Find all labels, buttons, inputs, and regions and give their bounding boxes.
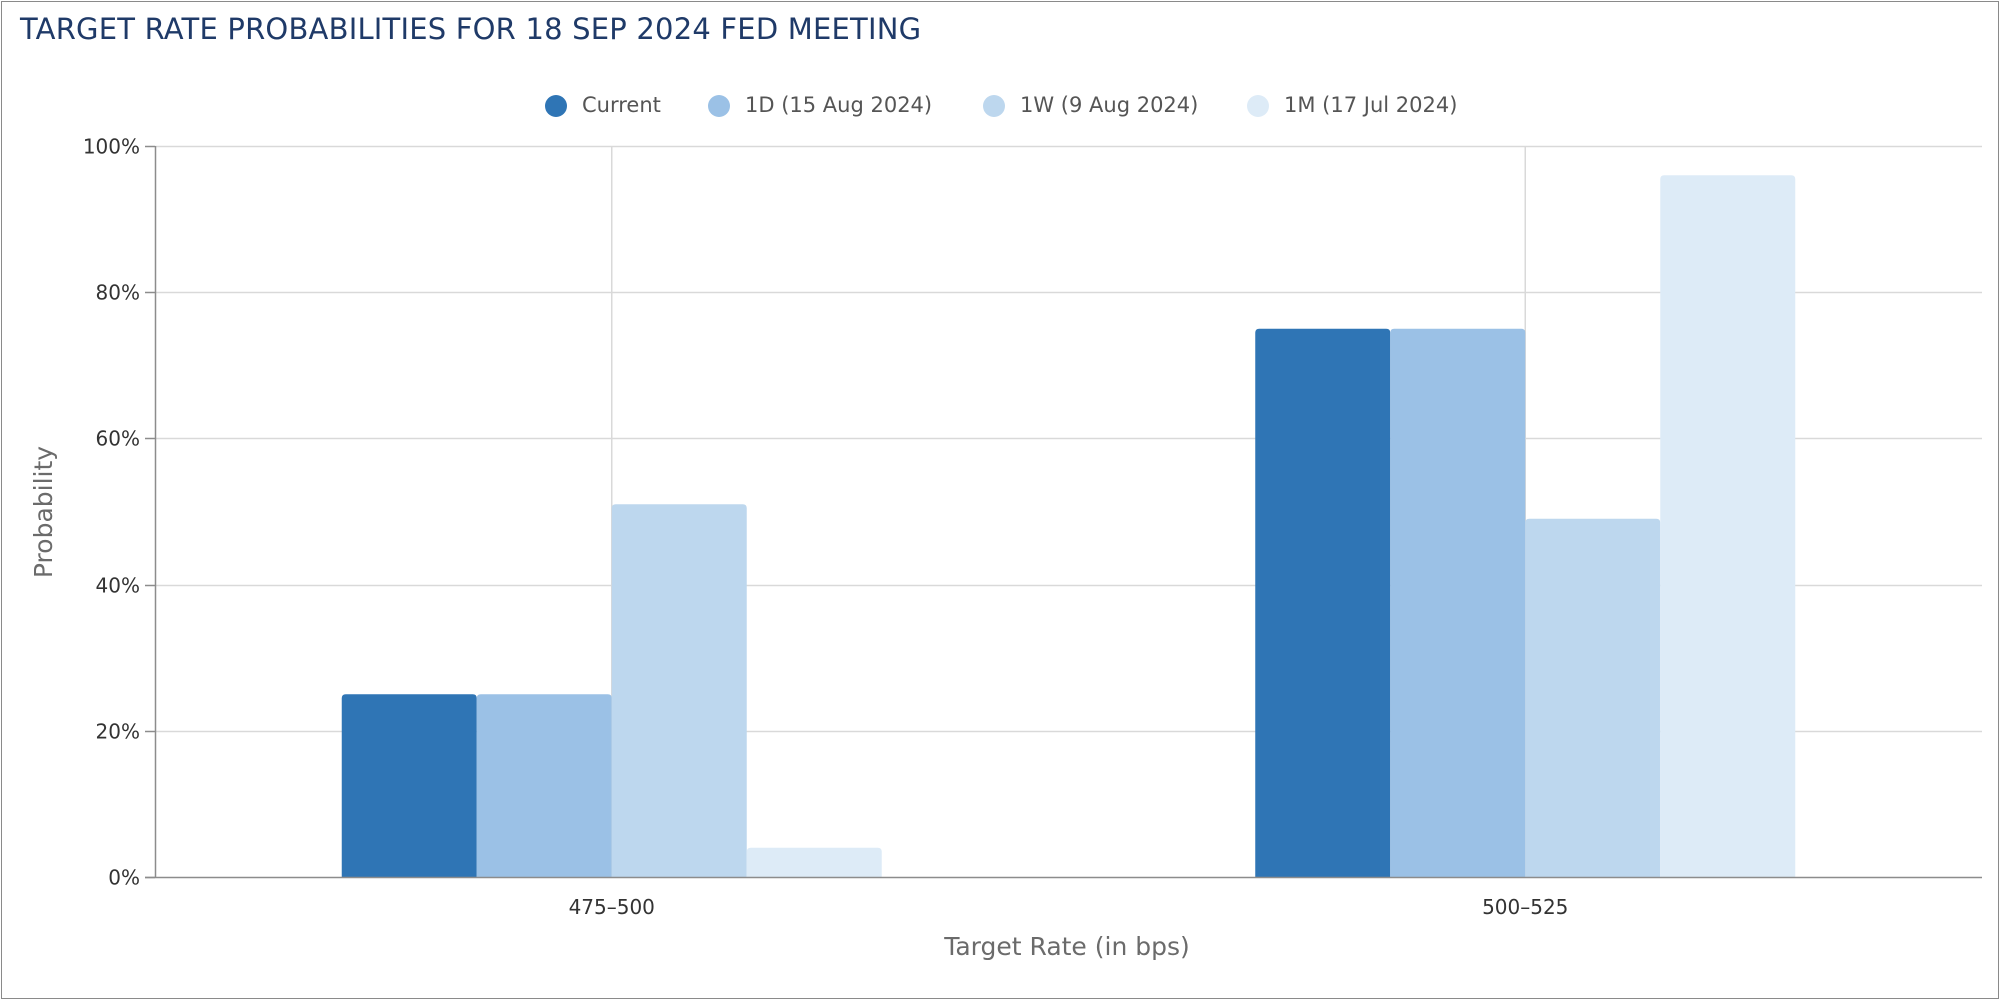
chart-title: TARGET RATE PROBABILITIES FOR 18 SEP 202… <box>20 12 922 46</box>
bar-current-2[interactable] <box>1255 328 1391 877</box>
legend-swatch-1m <box>1247 95 1269 117</box>
x-axis-title: Target Rate (in bps) <box>943 932 1190 961</box>
tick-labels: 0% 20% 40% 60% 80% 100% 475–500 500–525 <box>83 135 1569 920</box>
bar-1d-2[interactable] <box>1390 328 1526 877</box>
x-tick-label: 500–525 <box>1482 895 1568 919</box>
legend-label-1d: 1D (15 Aug 2024) <box>745 93 933 117</box>
bars <box>341 175 1796 878</box>
axes <box>145 145 1982 879</box>
legend-label-1m: 1M (17 Jul 2024) <box>1284 93 1458 117</box>
legend-label-current: Current <box>582 93 661 117</box>
y-axis-title: Probability <box>29 446 58 578</box>
chart-legend: Current 1D (15 Aug 2024) 1W (9 Aug 2024)… <box>0 90 2000 122</box>
y-tick-label: 60% <box>96 427 140 451</box>
legend-swatch-1d <box>708 95 730 117</box>
y-tick-label: 20% <box>96 720 140 744</box>
y-tick-label: 80% <box>96 281 140 305</box>
bar-1m-2[interactable] <box>1660 175 1796 878</box>
bar-1w-2[interactable] <box>1525 518 1661 877</box>
x-tick-label: 475–500 <box>569 895 655 919</box>
y-tick-label: 40% <box>96 574 140 598</box>
bar-1m-1[interactable] <box>746 847 882 877</box>
bar-current-1[interactable] <box>341 694 477 877</box>
bar-1d-1[interactable] <box>476 694 612 877</box>
y-tick-label: 0% <box>108 866 140 890</box>
y-tick-label: 100% <box>83 135 140 159</box>
legend-swatch-1w <box>983 95 1005 117</box>
bar-1w-1[interactable] <box>611 504 747 877</box>
legend-swatch-current <box>545 95 567 117</box>
legend-label-1w: 1W (9 Aug 2024) <box>1020 93 1199 117</box>
